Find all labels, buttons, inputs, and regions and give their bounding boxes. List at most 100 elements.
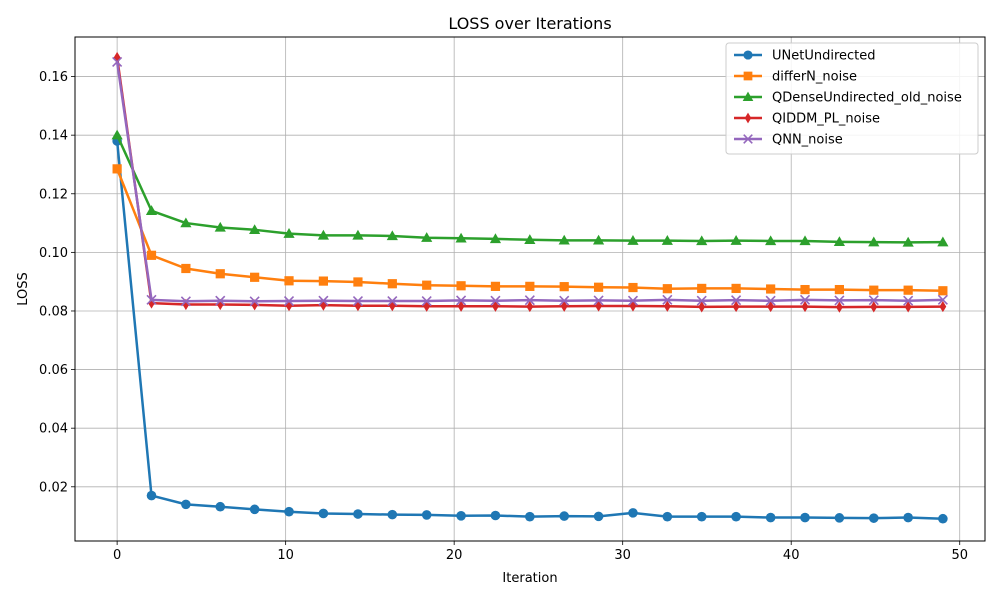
data-point-x [318,295,329,306]
data-point-x [215,295,226,306]
data-point-diamond [457,300,465,312]
data-point-triangle [765,235,777,246]
data-point-triangle [902,236,914,247]
data-point-square [869,285,879,295]
series-QDenseUndirected_old_noise [111,129,949,247]
x-marker-stroke [421,295,432,307]
y-tick-label: 0.10 [39,246,68,261]
data-point-x [868,295,879,306]
data-point-square [215,269,225,279]
data-point-circle [525,511,535,522]
data-point-x [112,56,123,67]
data-point-circle [800,512,810,523]
data-point-triangle [661,235,673,245]
data-point-x [559,295,570,306]
data-point-x [146,294,157,305]
x-marker-stroke [799,294,811,305]
data-point-triangle [214,221,226,232]
y-tick-label: 0.02 [39,480,68,495]
data-point-square [628,282,638,293]
data-point-square [318,276,328,286]
data-point-x [593,295,604,306]
data-point-triangle [352,229,364,240]
x-marker-stroke [180,296,191,307]
data-point-square [284,276,294,286]
data-point-x [731,295,742,306]
data-point-square [490,281,501,291]
y-axis-label: LOSS [16,272,31,306]
data-point-diamond [319,299,327,311]
x-tick-label: 30 [614,548,631,563]
data-point-square [250,272,260,282]
data-point-diamond [182,298,190,311]
data-point-square [766,284,776,294]
data-point-diamond [870,301,878,313]
data-point-diamond [732,300,740,313]
data-point-x [456,295,467,306]
data-point-diamond [801,300,809,313]
x-tick-label: 40 [783,548,800,563]
x-marker-stroke [146,294,157,305]
data-point-x [937,294,948,305]
data-point-square [800,284,810,295]
data-point-square [353,277,363,287]
data-point-circle [215,501,226,512]
ticks: 0 10 20 30 40 50 0.02 0.04 0.06 0.08 0.10 0.12 0.14 0… [39,70,968,563]
data-point-square [146,250,157,260]
y-tick-label: 0.16 [39,70,68,85]
data-point-circle [903,512,913,523]
data-point-circle [765,512,776,523]
x-marker-stroke [249,296,260,307]
data-point-circle [249,504,260,515]
legend-label: QDenseUndirected_old_noise [772,91,962,106]
data-point-diamond [216,298,224,311]
data-point-diamond [836,301,843,313]
data-point-square [593,282,604,292]
data-point-triangle [317,229,329,240]
legend: UNetUndirected differN_noise QDenseUndirec… [725,42,979,155]
data-point-diamond [113,51,121,64]
y-tick-label: 0.12 [39,187,68,202]
data-point-circle [559,511,570,521]
data-point-square [112,164,122,174]
x-marker-stroke [903,295,914,306]
data-point-triangle [799,235,811,246]
x-marker-stroke [352,295,364,307]
data-point-x [524,295,535,306]
x-marker-stroke [765,295,776,306]
data-point-diamond [388,300,396,312]
data-point-x [765,295,776,306]
data-point-x [180,296,191,307]
axes-frame [74,36,986,542]
data-point-triangle [696,235,708,246]
legend-box [725,42,979,155]
data-point-square [422,280,432,290]
y-tick-label: 0.04 [39,422,68,437]
data-point-triangle [145,205,158,215]
x-tick-label: 0 [113,548,121,563]
data-point-square [743,71,753,81]
data-point-circle [743,50,753,60]
x-axis-label: Iteration [502,571,557,586]
data-point-square [559,282,569,292]
x-marker-stroke [283,295,295,307]
x-marker-stroke [627,295,639,306]
legend-label: QNN_noise [772,133,843,148]
data-point-triangle [283,228,295,238]
series-QNN_noise [112,56,948,307]
data-point-diamond [698,301,706,313]
data-point-triangle [868,236,880,247]
data-point-x [627,295,639,306]
data-point-circle [146,490,157,501]
x-marker-stroke [524,295,535,306]
data-point-x [249,296,260,307]
data-point-triangle [455,232,467,243]
data-point-diamond [904,301,912,313]
x-marker-stroke [112,56,123,67]
data-point-x [743,134,753,144]
data-point-triangle [386,230,398,241]
data-point-triangle [558,234,570,245]
data-point-x [903,295,914,306]
data-point-x [696,295,707,306]
data-point-circle [696,511,707,522]
